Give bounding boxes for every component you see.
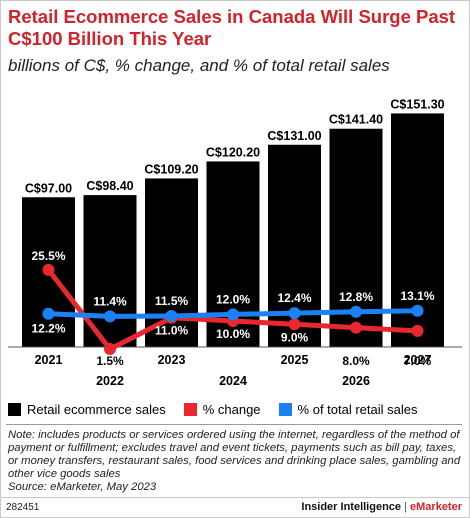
bar-label-2022: C$98.40 [86, 179, 133, 193]
pct-change-label-2026: 8.0% [342, 354, 370, 368]
pct-change-label-2027: 7.0% [404, 354, 432, 368]
pct-change-label-2023: 11.0% [155, 324, 189, 338]
x-tick-label-2026: 2026 [342, 374, 370, 388]
pct-of-total-label-2026: 12.8% [339, 290, 373, 304]
legend-item-ecommerce-sales: Retail ecommerce sales [8, 402, 166, 417]
pct-change-label-2025: 9.0% [281, 330, 309, 344]
combo-chart: C$97.00 C$98.40 C$109.20 C$120.20 C$131.00 C$… [8, 97, 462, 388]
pct-of-total-point-2024 [227, 308, 239, 321]
legend-swatch-pct-change [183, 402, 197, 416]
legend: Retail ecommerce sales % change % of tot… [8, 400, 460, 418]
pct-of-total-point-2026 [350, 305, 362, 318]
brand-emarketer: eMarketer [410, 501, 462, 513]
pct-of-total-point-2021 [42, 307, 55, 320]
brand-credit: Insider Intelligence | eMarketer [301, 501, 462, 513]
legend-item-pct-of-total: % of total retail sales [278, 401, 418, 417]
bar-label-2023: C$109.20 [144, 162, 198, 176]
chart-subtitle: billions of C$, % change, and % of total… [8, 56, 390, 75]
pct-of-total-label-2027: 13.1% [400, 289, 434, 303]
legend-label-pct-change: % change [202, 401, 261, 417]
pct-of-total-point-2022 [104, 310, 116, 323]
pct-of-total-point-2027 [411, 304, 424, 317]
legend-swatch-ecommerce-sales [8, 402, 21, 416]
brand-separator: | [404, 501, 407, 513]
pct-of-total-label-2023: 11.5% [155, 294, 189, 308]
bar-label-2021: C$97.00 [25, 181, 72, 195]
footer-rule [0, 497, 470, 498]
pct-of-total-point-2023 [165, 310, 178, 323]
pct-of-total-label-2025: 12.4% [277, 291, 311, 305]
legend-swatch-pct-of-total [278, 402, 292, 416]
chart-note: Note: includes products or services orde… [8, 429, 461, 480]
brand-insider-intelligence: Insider Intelligence [301, 501, 402, 513]
pct-change-label-2022: 1.5% [96, 354, 124, 368]
x-tick-label-2021: 2021 [35, 353, 63, 367]
chart-id: 282451 [6, 502, 40, 513]
bar-label-2024: C$120.20 [206, 145, 260, 159]
x-tick-label-2024: 2024 [219, 374, 247, 388]
pct-change-label-2021: 25.5% [31, 249, 65, 263]
chart-title: Retail Ecommerce Sales in Canada Will Su… [8, 6, 456, 49]
x-tick-label-2027: 2027 [404, 353, 432, 367]
x-tick-label-2025: 2025 [281, 353, 309, 367]
pct-of-total-label-2022: 11.4% [93, 294, 127, 308]
legend-label-pct-of-total: % of total retail sales [297, 401, 418, 417]
bar-label-2026: C$141.40 [329, 113, 383, 127]
x-tick-label-2023: 2023 [158, 353, 186, 367]
chart-source: Source: eMarketer, May 2023 [8, 481, 157, 493]
x-tick-label-2022: 2022 [96, 374, 124, 388]
pct-of-total-label-2024: 12.0% [216, 292, 250, 306]
note-divider [6, 424, 462, 425]
legend-label-ecommerce-sales: Retail ecommerce sales [27, 401, 166, 417]
bar-label-2027: C$151.30 [390, 97, 444, 111]
legend-item-pct-change: % change [183, 401, 261, 417]
pct-change-label-2024: 10.0% [216, 327, 250, 341]
bar-label-2025: C$131.00 [267, 129, 321, 143]
pct-change-point-2022 [104, 343, 116, 356]
pct-change-point-2026 [350, 321, 362, 334]
pct-change-point-2021 [42, 263, 55, 276]
pct-of-total-label-2021: 12.2% [31, 322, 65, 336]
pct-of-total-point-2025 [288, 307, 301, 320]
pct-change-point-2025 [288, 318, 301, 331]
pct-change-point-2027 [411, 324, 424, 337]
